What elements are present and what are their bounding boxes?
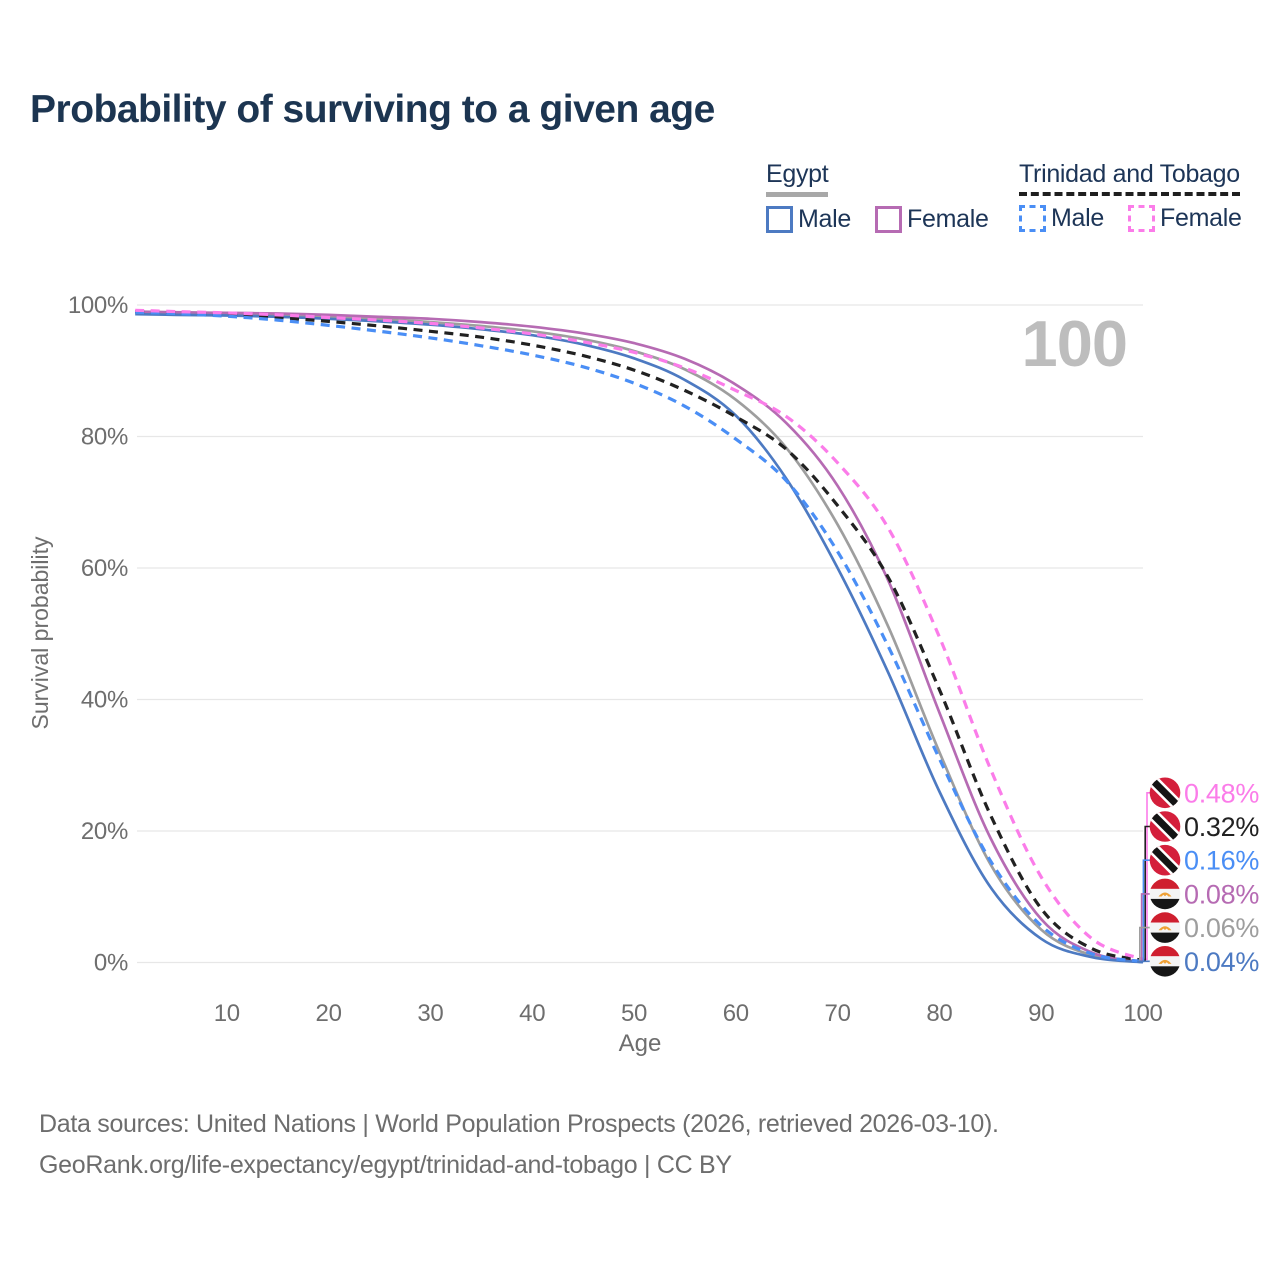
trinidad-and-tobago-flag-icon	[1149, 811, 1181, 842]
legend-header-trinidad-and-tobago[interactable]: Trinidad and Tobago	[1019, 160, 1240, 196]
series-line-trinidad-and-tobago-both-sexes	[135, 310, 1144, 962]
x-tick-label: 90	[1028, 1000, 1054, 1027]
trinidad-and-tobago-male-line-swatch-icon	[1019, 205, 1046, 232]
egypt-flag-icon	[1149, 878, 1181, 910]
x-tick-label: 100	[1123, 1000, 1162, 1027]
y-tick-label: 0%	[94, 950, 128, 977]
legend-item-trinidad-and-tobago-female[interactable]: Female	[1128, 204, 1266, 233]
end-value-label-trinidad-and-tobago-female: 0.48%	[1184, 778, 1259, 808]
y-axis-title: Survival probability	[27, 536, 53, 730]
x-tick-label: 10	[214, 1000, 240, 1027]
legend-item-egypt-male[interactable]: Male	[766, 205, 875, 234]
x-tick-label: 80	[926, 1000, 952, 1027]
trinidad-and-tobago-flag-icon	[1149, 777, 1181, 809]
y-tick-label: 80%	[81, 424, 128, 451]
y-tick-label: 20%	[81, 818, 128, 845]
age-counter-watermark: 100	[1022, 307, 1127, 380]
series-line-trinidad-and-tobago-female	[135, 308, 1144, 961]
series-line-trinidad-and-tobago-male	[135, 310, 1144, 963]
trinidad-and-tobago-flag-icon	[1149, 844, 1181, 876]
legend-group-trinidad-and-tobago: Trinidad and Tobago Male Female	[1019, 160, 1266, 233]
x-axis-title: Age	[619, 1030, 662, 1057]
y-tick-label: 100%	[68, 292, 128, 319]
series-line-egypt-female	[135, 310, 1144, 964]
y-tick-label: 40%	[81, 687, 128, 714]
legend-item-label: Female	[1160, 204, 1242, 232]
end-value-label-trinidad-and-tobago-male: 0.16%	[1184, 846, 1259, 876]
legend-group-egypt: Egypt Male Female	[766, 160, 1013, 234]
legend-item-egypt-female[interactable]: Female	[875, 205, 1013, 234]
egypt-flag-icon	[1149, 946, 1181, 977]
attribution-line: GeoRank.org/life-expectancy/egypt/trinid…	[39, 1151, 732, 1179]
legend-item-label: Male	[1051, 204, 1104, 232]
legend-item-trinidad-and-tobago-male[interactable]: Male	[1019, 204, 1128, 233]
legend-items-egypt: Male Female	[766, 205, 1013, 234]
y-tick-label: 60%	[81, 555, 128, 582]
data-sources-note: Data sources: United Nations | World Pop…	[39, 1104, 999, 1186]
egypt-flag-icon	[1149, 912, 1181, 943]
x-tick-label: 30	[417, 1000, 443, 1027]
x-tick-label: 20	[316, 1000, 342, 1027]
egypt-female-line-swatch-icon	[875, 206, 902, 233]
end-value-label-egypt-both-sexes: 0.06%	[1184, 913, 1259, 943]
end-value-label-egypt-male: 0.04%	[1184, 947, 1259, 977]
x-tick-label: 70	[825, 1000, 851, 1027]
trinidad-and-tobago-female-line-swatch-icon	[1128, 205, 1155, 232]
x-tick-label: 60	[723, 1000, 749, 1027]
egypt-male-line-swatch-icon	[766, 206, 793, 233]
chart-title: Probability of surviving to a given age	[30, 88, 715, 131]
data-sources-line: Data sources: United Nations | World Pop…	[39, 1110, 999, 1138]
legend-item-label: Male	[798, 205, 851, 233]
end-value-label-egypt-female: 0.08%	[1184, 879, 1259, 909]
legend-header-egypt[interactable]: Egypt	[766, 160, 829, 197]
end-value-label-trinidad-and-tobago-both-sexes: 0.32%	[1184, 812, 1259, 842]
x-tick-label: 40	[519, 1000, 545, 1027]
x-tick-label: 50	[621, 1000, 647, 1027]
end-connector-egypt-male	[1137, 960, 1150, 963]
legend-items-trinidad-and-tobago: Male Female	[1019, 204, 1266, 233]
legend-item-label: Female	[907, 205, 989, 233]
